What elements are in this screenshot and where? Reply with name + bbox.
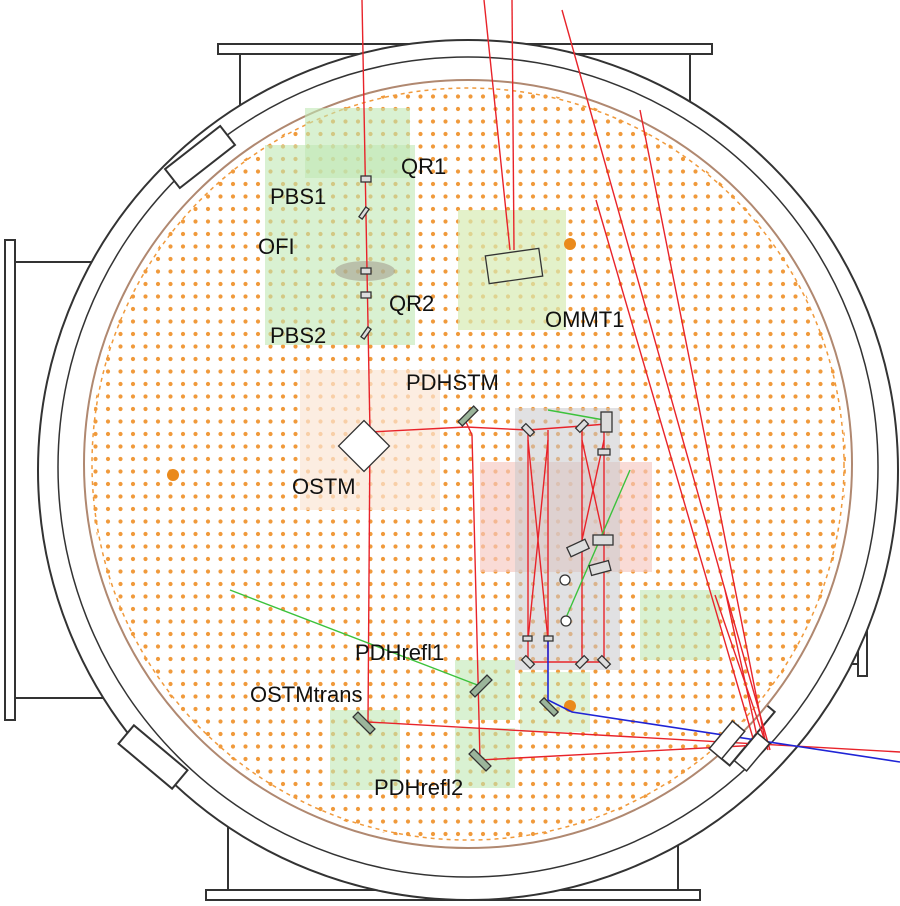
green-beam-diagonal bbox=[229, 589, 481, 687]
cavity-element-3 bbox=[588, 559, 612, 577]
ostmtrans-mirror bbox=[352, 711, 376, 735]
beam-ostm-down bbox=[367, 431, 371, 723]
cavity-element-1 bbox=[565, 538, 591, 558]
ommt1-telescope bbox=[484, 247, 544, 285]
label-ommt1: OMMT1 bbox=[545, 307, 624, 332]
label-qr2: QR2 bbox=[389, 291, 434, 316]
red-beams bbox=[361, 0, 900, 761]
green-beam-cavity-top bbox=[547, 409, 605, 421]
lower-pickoff-mirror bbox=[538, 696, 560, 718]
ofi-zone bbox=[265, 145, 415, 345]
cavity-fold-1 bbox=[520, 654, 536, 670]
ommt1-zone bbox=[458, 210, 566, 330]
lower-green-zone bbox=[520, 672, 590, 732]
ofi-isolator bbox=[360, 267, 372, 275]
cavity-lens-1 bbox=[559, 574, 571, 586]
beam-out-1 bbox=[367, 721, 900, 753]
label-ostm: OSTM bbox=[292, 474, 356, 499]
cavity-end-mirror-2 bbox=[543, 635, 554, 642]
beam-long-diagonal-a bbox=[561, 9, 771, 751]
optical-table-dashed-outline bbox=[91, 87, 845, 841]
mounting-hole-top-right bbox=[564, 238, 576, 250]
label-ostmtrans: OSTMtrans bbox=[250, 682, 362, 707]
beam-long-diagonal-b bbox=[639, 109, 766, 741]
ostm-mirror bbox=[337, 419, 391, 473]
beam-out-3 bbox=[714, 594, 769, 751]
mounting-hole-left bbox=[167, 469, 179, 481]
beam-ommt1-in-a bbox=[483, 0, 511, 251]
viewport-top-left bbox=[163, 124, 237, 190]
qr1-waveplate bbox=[360, 175, 372, 183]
pdhrefl2-mirror bbox=[468, 748, 492, 772]
cavity-end-mirror-1 bbox=[522, 635, 533, 642]
cavity-fold-2 bbox=[574, 654, 590, 670]
label-pbs1: PBS1 bbox=[270, 184, 326, 209]
pbs2-splitter bbox=[360, 326, 372, 340]
label-pdhstm: PDHSTM bbox=[406, 370, 499, 395]
beam-ommt1-in-b bbox=[511, 0, 515, 251]
cavity-zig-4 bbox=[581, 439, 605, 541]
pdhrefl1-mirror bbox=[469, 674, 493, 698]
label-qr1: QR1 bbox=[401, 154, 446, 179]
label-ofi: OFI bbox=[258, 234, 295, 259]
component-labels: QR1 PBS1 OFI QR2 PBS2 OMMT1 PDHSTM OSTM … bbox=[250, 154, 624, 800]
pdhrefl1-zone bbox=[455, 660, 515, 720]
qr2-waveplate bbox=[360, 291, 372, 299]
cavity-mirror-2 bbox=[574, 418, 590, 434]
pbs1-splitter bbox=[358, 206, 370, 220]
cavity-lens-2 bbox=[560, 615, 572, 627]
cavity-mirror-3 bbox=[600, 411, 613, 433]
optical-components bbox=[337, 175, 614, 772]
pdhstm-mirror bbox=[457, 405, 479, 427]
cavity-mirror-4 bbox=[597, 448, 611, 456]
left-port-flange bbox=[4, 239, 16, 721]
output-window-a bbox=[708, 720, 746, 760]
beam-long-diagonal-c bbox=[595, 199, 756, 746]
label-pbs2: PBS2 bbox=[270, 323, 326, 348]
cavity-fold-3 bbox=[596, 654, 612, 670]
output-window-optics bbox=[708, 720, 771, 772]
label-pdhrefl2: PDHrefl2 bbox=[374, 775, 463, 800]
right-green-zone bbox=[640, 590, 720, 660]
beam-input-vertical bbox=[361, 0, 371, 433]
label-pdhrefl1: PDHrefl1 bbox=[355, 640, 444, 665]
output-window-b bbox=[733, 732, 771, 772]
beam-pdhstm-down bbox=[465, 421, 481, 761]
viewport-bottom-left bbox=[117, 723, 189, 791]
mounting-holes bbox=[167, 238, 576, 712]
cavity-zig-2 bbox=[527, 439, 549, 641]
cavity-element-2 bbox=[592, 534, 614, 546]
cavity-mirror-1 bbox=[520, 422, 536, 438]
beam-out-4 bbox=[724, 589, 761, 751]
